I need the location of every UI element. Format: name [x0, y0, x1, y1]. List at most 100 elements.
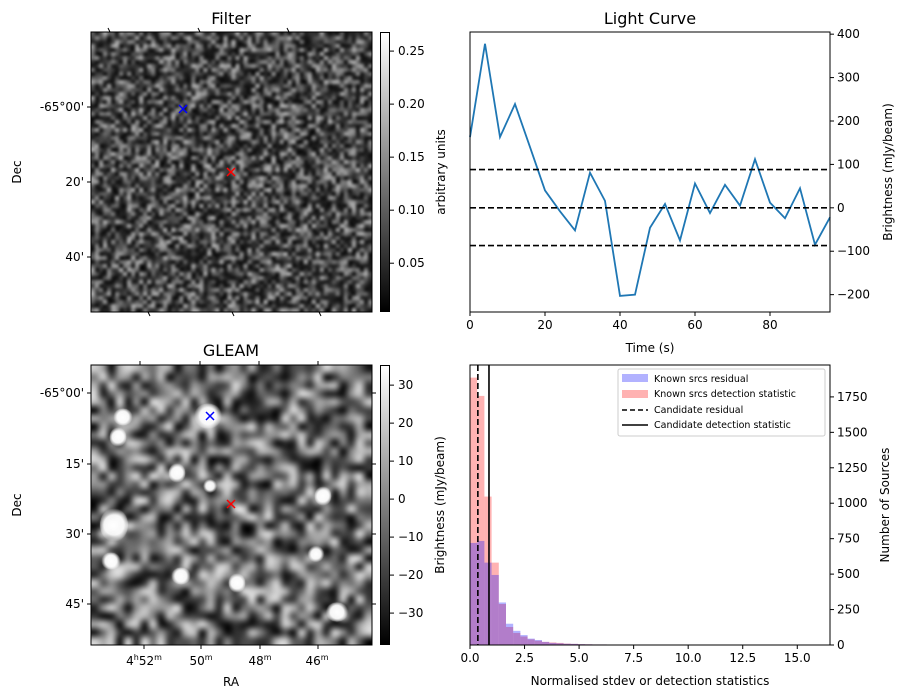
gleam-dec-tick: 30' — [65, 527, 84, 541]
y-tick-label: 300 — [837, 71, 860, 85]
residual-bar — [491, 574, 499, 645]
detection-bar — [570, 643, 578, 645]
residual-bar — [470, 542, 478, 645]
detection-bar — [534, 640, 542, 645]
x-tick-label: 2.5 — [515, 651, 534, 665]
legend-label: Candidate detection statistic — [654, 420, 791, 431]
gleam-dec-tick: -65°00' — [40, 386, 84, 400]
colorbar-tick-label: 20 — [398, 416, 413, 430]
legend-swatch-detection — [622, 390, 648, 398]
histogram-frame — [469, 364, 831, 646]
colorbar-tick-label: 0.25 — [398, 44, 425, 58]
filter-dec-tick: -65°00' — [40, 100, 84, 114]
detection-bar — [563, 643, 571, 645]
residual-bar — [570, 643, 578, 645]
gleam-ra-tick: 48m — [248, 653, 271, 668]
colorbar-tick-label: 0.15 — [398, 150, 425, 164]
gleam-colorbar-label: Brightness (mJy/beam) — [433, 436, 447, 574]
colorbar-tick-label: −30 — [398, 606, 423, 620]
x-tick-label: 5.0 — [570, 651, 589, 665]
colorbar-tick-label: 30 — [398, 378, 413, 392]
detection-bar — [556, 642, 564, 645]
colorbar-tick-label: 0 — [398, 492, 406, 506]
x-tick-label: 12.5 — [729, 651, 756, 665]
colorbar-tick-label: 0.05 — [398, 256, 425, 270]
filter-colorbar-label: arbitrary units — [434, 129, 448, 215]
colorbar-tick-label: 10 — [398, 454, 413, 468]
gleam-ylabel: Dec — [10, 493, 24, 516]
histogram-ylabel: Number of Sources — [878, 448, 892, 563]
residual-bar — [506, 623, 514, 645]
x-tick-label: 10.0 — [675, 651, 702, 665]
detection-bar — [506, 626, 514, 645]
y-tick-label: 100 — [837, 157, 860, 171]
lightcurve-title: Light Curve — [604, 9, 696, 28]
residual-bar — [549, 642, 557, 645]
x-tick-label: 7.5 — [624, 651, 643, 665]
gleam-ra-tick: 4h52m — [126, 653, 162, 668]
residual-bar — [520, 635, 528, 645]
residual-bar — [513, 630, 521, 645]
filter-dec-tick: 40' — [65, 250, 84, 264]
residual-bar — [498, 602, 506, 645]
gleam-tick-marks — [87, 361, 376, 649]
gleam-ra-tick: 50m — [189, 653, 212, 668]
filter-ylabel: Dec — [10, 160, 24, 183]
detection-bar — [470, 377, 478, 645]
detection-bar — [549, 642, 557, 645]
gleam-xlabel: RA — [223, 675, 240, 689]
lightcurve-line — [469, 43, 831, 297]
lightcurve-frame — [469, 31, 831, 313]
residual-bar — [527, 638, 535, 645]
gleam-title: GLEAM — [203, 341, 259, 360]
y-tick-label: 1000 — [837, 496, 868, 510]
red-x-marker — [226, 167, 236, 177]
colorbar-tick-label: 0.20 — [398, 97, 425, 111]
blue-x-marker — [178, 104, 188, 114]
detection-bar — [498, 604, 506, 645]
residual-bar — [534, 640, 542, 645]
x-tick-label: 80 — [762, 318, 777, 332]
detection-bar — [491, 562, 499, 645]
gleam-ra-tick: 46m — [305, 653, 328, 668]
y-tick-label: 0 — [837, 201, 845, 215]
colorbar-tick-label: −20 — [398, 568, 423, 582]
gleam-dec-tick: 45' — [65, 597, 84, 611]
filter-title: Filter — [211, 9, 251, 28]
colorbar-tick-label: −10 — [398, 530, 423, 544]
x-tick-label: 20 — [537, 318, 552, 332]
filter-colorbar — [380, 32, 390, 312]
residual-bar — [563, 643, 571, 645]
x-tick-label: 15.0 — [784, 651, 811, 665]
blue-x-marker — [205, 411, 215, 421]
y-tick-label: 200 — [837, 114, 860, 128]
residual-bar — [477, 540, 485, 645]
residual-bar — [556, 643, 564, 645]
legend-label: Candidate residual — [654, 405, 743, 416]
legend-label: Known srcs residual — [654, 374, 748, 385]
filter-frame — [90, 31, 373, 313]
y-tick-label: 1500 — [837, 425, 868, 439]
legend-label: Known srcs detection statistic — [654, 389, 796, 400]
y-tick-label: −200 — [837, 288, 870, 302]
lightcurve-xlabel: Time (s) — [625, 341, 675, 355]
x-tick-label: 0 — [466, 318, 474, 332]
legend-swatch-residual — [622, 374, 648, 382]
residual-bar — [484, 562, 492, 645]
detection-bar — [527, 639, 535, 645]
residual-bar — [542, 641, 550, 645]
x-tick-label: 60 — [687, 318, 702, 332]
y-tick-label: 750 — [837, 532, 860, 546]
y-tick-label: 0 — [837, 638, 845, 652]
histogram-legend: Known srcs residual Known srcs detection… — [617, 368, 826, 437]
filter-tick-marks — [87, 27, 322, 317]
y-tick-label: 500 — [837, 567, 860, 581]
gleam-frame — [90, 364, 373, 646]
histogram-xlabel: Normalised stdev or detection statistics — [531, 674, 770, 688]
y-tick-label: 1250 — [837, 461, 868, 475]
detection-bar — [484, 496, 492, 645]
y-tick-label: 250 — [837, 603, 860, 617]
colorbar-tick-label: 0.10 — [398, 203, 425, 217]
detection-bar — [520, 636, 528, 645]
